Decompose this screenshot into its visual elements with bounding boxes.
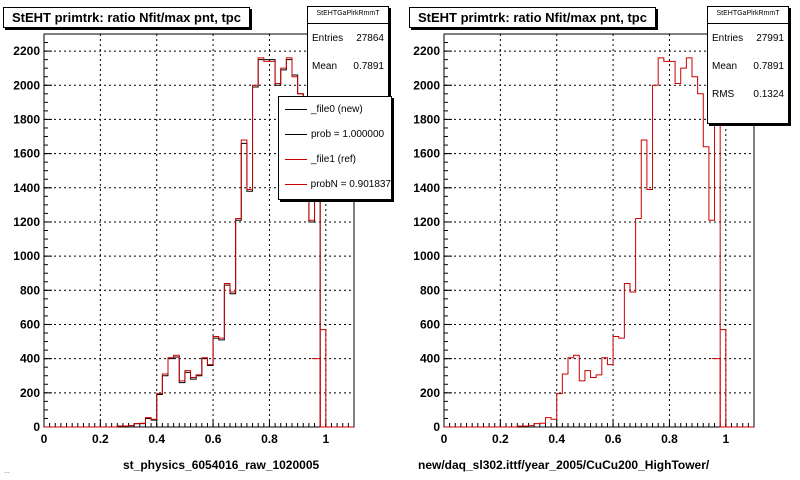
right-series-0 (444, 57, 754, 428)
right-x-tick-label: 0.4 (548, 432, 565, 446)
right-x-tick-label: 1 (722, 432, 729, 446)
right-y-tick-label: 1000 (413, 249, 440, 263)
right-y-tick-label: 1400 (413, 181, 440, 195)
legend-label-ref: _file1 (ref) (311, 154, 357, 165)
right-y-tick-label: 400 (420, 352, 440, 366)
legend-item-probn: probN = 0.901837 (279, 172, 391, 197)
right-y-tick-label: 800 (420, 283, 440, 297)
right-stats-row-entries: Entries 27991 (708, 24, 788, 52)
right-x-tick-label: 0.6 (605, 432, 622, 446)
left-y-tick-label: 1400 (13, 181, 40, 195)
right-y-tick-label: 600 (420, 317, 440, 331)
left-stats-entries-label: Entries (312, 32, 344, 44)
right-stats-mean-value: 0.7891 (753, 60, 784, 72)
left-y-tick-label: 400 (20, 352, 40, 366)
left-x-axis-title: st_physics_6054016_raw_1020005 (123, 458, 320, 472)
left-chart-title: StEHT primtrk: ratio Nfit/max pnt, tpc (3, 7, 250, 28)
legend-line-new (285, 109, 307, 110)
right-tail-spike (711, 329, 727, 427)
right-stats-rms-label: RMS (712, 88, 735, 100)
left-legend: _file0 (new) prob = 1.000000 _file1 (ref… (278, 96, 392, 200)
right-stats-name: StEHTGaPlrkRmmT (708, 7, 788, 24)
left-series-1 (44, 57, 354, 428)
right-y-tick-label: 1800 (413, 112, 440, 126)
right-x-tick-label: 0 (441, 432, 448, 446)
left-y-tick-label: 1600 (13, 147, 40, 161)
right-y-tick-label: 2000 (413, 78, 440, 92)
right-stats-entries-value: 27991 (756, 32, 784, 44)
right-plot: 0 0.2 0.4 0.6 0.8 1 0 200 400 600 800 1000 1200 1400 1… (413, 33, 755, 446)
left-x-tick-label: 0 (41, 432, 48, 446)
left-stats-entries-value: 27864 (356, 32, 384, 44)
left-stats-name: StEHTGaPlrkRmmT (308, 7, 388, 24)
right-x-tick-label: 0.2 (492, 432, 509, 446)
right-x-axis-title: new/daq_sl302.ittf/year_2005/CuCu200_Hig… (418, 458, 710, 472)
right-y-tick-label: 1600 (413, 147, 440, 161)
right-stats-entries-label: Entries (712, 32, 744, 44)
left-x-tick-label: 0.2 (92, 432, 109, 446)
legend-label-probn: probN = 0.901837 (310, 179, 391, 190)
legend-label-prob: prob = 1.000000 (311, 129, 385, 140)
left-y-tick-label: 200 (20, 386, 40, 400)
right-plot-frame (443, 33, 755, 428)
legend-label-new: _file0 (new) (311, 104, 363, 115)
right-y-tick-label: 2200 (413, 44, 440, 58)
left-y-tick-label: 600 (20, 317, 40, 331)
legend-line-probn (285, 184, 307, 185)
left-tail-spike (311, 329, 327, 427)
right-y-tick-label: 0 (433, 420, 440, 434)
right-y-tick-label: 200 (420, 386, 440, 400)
right-stats-box: StEHTGaPlrkRmmT Entries 27991 Mean 0.789… (707, 6, 789, 124)
left-y-tick-label: 1000 (13, 249, 40, 263)
right-y-tick-label: 1200 (413, 215, 440, 229)
right-stats-row-rms: RMS 0.1324 (708, 80, 788, 108)
legend-item-prob: prob = 1.000000 (279, 122, 391, 147)
left-x-tick-label: 0.6 (205, 432, 222, 446)
left-y-tick-label: 800 (20, 283, 40, 297)
right-chart-title: StEHT primtrk: ratio Nfit/max pnt, tpc (409, 7, 656, 28)
right-x-tick-label: 0.8 (661, 432, 678, 446)
left-x-tick-label: 0.4 (148, 432, 165, 446)
left-y-tick-label: 0 (33, 420, 40, 434)
left-y-tick-label: 2200 (13, 44, 40, 58)
left-y-tick-label: 2000 (13, 78, 40, 92)
footer-text: ... (4, 468, 10, 475)
left-y-tick-label: 1800 (13, 112, 40, 126)
left-stats-row-mean: Mean 0.7891 (308, 52, 388, 80)
right-panel: 0 0.2 0.4 0.6 0.8 1 0 200 400 600 800 1000 1200 1400 1… (400, 0, 800, 480)
right-stats-mean-label: Mean (712, 60, 738, 72)
legend-item-new: _file0 (new) (279, 97, 391, 122)
left-y-tick-label: 1200 (13, 215, 40, 229)
legend-line-prob (285, 134, 307, 135)
legend-line-ref (285, 159, 307, 160)
right-stats-rms-value: 0.1324 (753, 88, 784, 100)
left-x-tick-label: 0.8 (261, 432, 278, 446)
left-panel: 0 0.2 0.4 0.6 0.8 1 0 200 400 600 800 1000 1200 1400 1… (3, 6, 392, 472)
legend-item-ref: _file1 (ref) (279, 147, 391, 172)
right-stats-row-mean: Mean 0.7891 (708, 52, 788, 80)
left-stats-row-entries: Entries 27864 (308, 24, 388, 52)
left-x-tick-label: 1 (322, 432, 329, 446)
left-stats-mean-label: Mean (312, 60, 338, 72)
left-stats-mean-value: 0.7891 (353, 60, 384, 72)
